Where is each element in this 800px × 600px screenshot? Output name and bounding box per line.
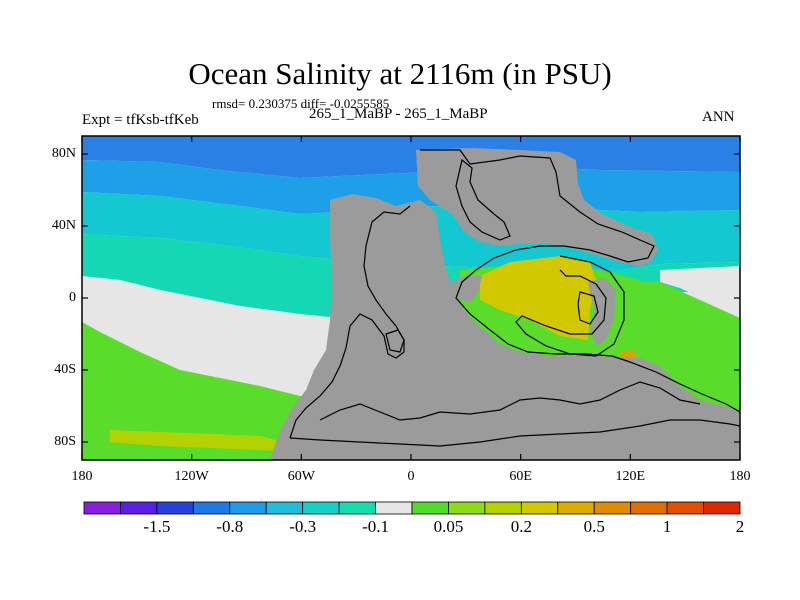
land-mask (270, 148, 740, 460)
y-axis-ticks (82, 153, 740, 443)
coastline-western (289, 205, 411, 439)
colorbar-swatch (557, 501, 595, 515)
coastline-peninsula (455, 158, 511, 241)
y-tick-label: 40N (51, 218, 76, 233)
colorbar-swatch (484, 501, 522, 515)
land-indian-inner (588, 278, 616, 346)
map-panel (81, 135, 741, 461)
colorbar-swatch (630, 501, 668, 515)
rmsd-diff-stats: rmsd= 0.230375 diff= -0.0255585 (212, 96, 390, 111)
y-tick-label: 0 (69, 290, 76, 305)
land-western-continent (270, 194, 740, 460)
colorbar-label: -0.1 (362, 517, 390, 536)
colorbar-label: 0.5 (583, 517, 605, 536)
x-axis-ticks (81, 136, 741, 460)
coastlines (289, 149, 741, 447)
colorbar-label: -1.5 (143, 517, 171, 536)
x-tick-label: 120W (174, 469, 209, 484)
colorbar-swatch (520, 501, 559, 515)
x-tick-label: 120E (615, 469, 646, 484)
coastline-island-east (577, 291, 599, 325)
colorbar-label: -0.8 (216, 517, 244, 536)
colorbar-swatch (703, 501, 741, 515)
land-southern-peninsula (448, 276, 482, 302)
colorbar-swatch (302, 501, 340, 515)
coastline-indian-spiral (515, 255, 625, 357)
run-comparison-label: 265_1_MaBP - 265_1_MaBP (309, 106, 488, 122)
colorbar-swatch (448, 501, 486, 515)
season-label: ANN (702, 109, 735, 125)
x-tick-label: 180 (71, 469, 93, 484)
colorbar (83, 501, 741, 515)
colorbar-swatch (83, 501, 121, 515)
colorbar-swatch (192, 501, 231, 515)
colorbar-swatch (120, 501, 158, 515)
colorbar-label: 1 (662, 517, 672, 536)
colorbar-swatch (229, 501, 267, 515)
band-yellowgreen-south (110, 430, 300, 452)
y-tick-label: 40S (54, 362, 76, 377)
x-tick-label: 180 (729, 469, 751, 484)
y-tick-label: 80S (54, 434, 76, 449)
colorbar-swatch (593, 501, 632, 515)
coastline-south-inner (319, 381, 701, 421)
y-tick-label: 80N (51, 146, 76, 161)
x-tick-label: 0 (407, 469, 415, 484)
colorbar-label: 0.2 (510, 517, 532, 536)
colorbar-swatch (156, 501, 194, 515)
colorbar-label: 2 (735, 517, 745, 536)
x-tick-label: 60E (509, 469, 532, 484)
coastline-south (289, 419, 741, 447)
colorbar-label: -0.3 (289, 517, 317, 536)
colorbar-swatch (338, 501, 376, 515)
neutral-east-pacific (660, 266, 740, 314)
map-title: Ocean Salinity at 2116m (in PSU) (188, 56, 612, 91)
colorbar-swatch (265, 501, 304, 515)
colorbar-swatch (666, 501, 704, 515)
colorbar-label: 0.05 (433, 517, 464, 536)
yellow-arabian-anomaly (480, 256, 596, 340)
colorbar-swatch (411, 501, 449, 515)
land-north-continent (416, 148, 658, 266)
colorbar-swatch (375, 501, 413, 515)
neutral-south-pacific (82, 276, 330, 396)
coastline-island-west (385, 329, 405, 353)
experiment-label: Expt = tfKsb-tfKeb (82, 112, 199, 128)
x-tick-label: 60W (287, 469, 315, 484)
coastline-main (420, 149, 741, 413)
